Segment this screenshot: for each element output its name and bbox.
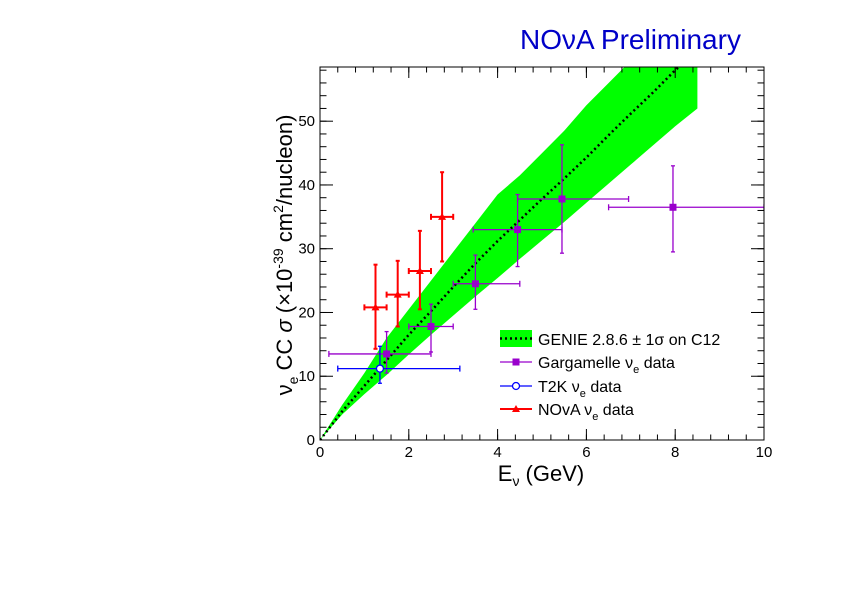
y-tick-label: 30: [298, 241, 315, 258]
x-axis-title-unit: (GeV): [519, 461, 584, 486]
legend-entry-gargamelle: Gargamelle νe data: [500, 355, 675, 376]
y-axis-title-cm: cm: [272, 213, 297, 248]
series-2: [363, 171, 455, 350]
series-layer: [328, 144, 764, 384]
data-point: [393, 290, 402, 298]
legend-label-nova: NOvA νe data: [538, 402, 634, 423]
y-axis-title-nu: ν: [272, 384, 297, 395]
x-axis-title-subscript: ν: [512, 473, 519, 489]
legend-label-gargamelle: Gargamelle νe data: [538, 355, 675, 376]
legend-entry-genie: GENIE 2.8.6 ± 1σ on C12: [500, 330, 720, 349]
data-point: [371, 303, 380, 311]
y-tick-label: 50: [298, 113, 315, 130]
legend-entry-t2k: T2K νe data: [500, 379, 622, 400]
y-tick-label: 0: [307, 432, 315, 449]
series-1: [337, 345, 461, 384]
x-tick-label: 4: [493, 444, 501, 461]
legend-marker-gargamelle: [512, 358, 520, 366]
y-axis-title-cc: CC: [272, 333, 297, 377]
data-point: [415, 267, 424, 275]
data-point: [427, 323, 435, 331]
legend-marker-nova: [512, 405, 520, 412]
data-point: [669, 203, 677, 211]
y-axis-title: νe CC σ (×10-39 cm2/nucleon): [270, 115, 301, 396]
plot-frame: [319, 66, 765, 441]
y-tick-label: 40: [298, 177, 315, 194]
y-axis-title-exp: -39: [270, 248, 286, 268]
data-point: [383, 350, 391, 358]
series-0: [328, 144, 764, 374]
data-point: [471, 280, 479, 288]
genie-band: [320, 67, 698, 440]
legend-marker-t2k: [511, 381, 521, 391]
y-axis-title-open: (×10: [272, 269, 297, 320]
axis-layer: 0 2 4 6 8 10 0 10 20 30 40 50: [298, 67, 772, 461]
y-tick-label: 10: [298, 368, 315, 385]
legend-label-t2k: T2K νe data: [538, 379, 622, 400]
x-tick-label: 10: [756, 444, 773, 461]
legend-entry-nova: NOvA νe data: [500, 402, 634, 423]
legend: GENIE 2.8.6 ± 1σ on C12 Gargamelle νe da…: [500, 330, 720, 423]
y-axis-title-close: /nucleon): [272, 115, 297, 206]
legend-label-genie: GENIE 2.8.6 ± 1σ on C12: [538, 332, 720, 349]
data-point: [375, 364, 385, 373]
x-tick-label: 2: [405, 444, 413, 461]
band-layer: [320, 67, 698, 440]
x-tick-label: 6: [582, 444, 590, 461]
x-tick-label: 0: [316, 444, 324, 461]
data-point: [558, 195, 566, 203]
data-point: [514, 226, 522, 234]
data-point: [438, 212, 447, 220]
x-tick-label: 8: [671, 444, 679, 461]
nova-preliminary-label: NOνA Preliminary: [520, 24, 741, 55]
y-axis-title-sigma: σ: [272, 319, 297, 333]
y-tick-label: 20: [298, 304, 315, 321]
x-axis-title: Eν (GeV): [498, 461, 584, 489]
y-axis-title-sq: 2: [270, 205, 286, 213]
x-axis-title-symbol: E: [498, 461, 513, 486]
genie-central-line: [320, 67, 681, 440]
y-axis-title-sub-e: e: [285, 376, 301, 384]
